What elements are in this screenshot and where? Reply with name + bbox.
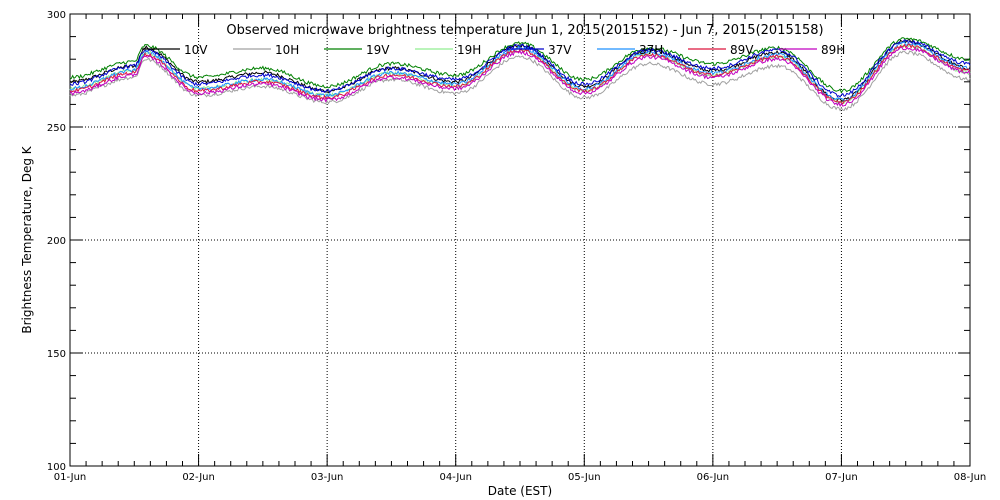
y-tick-label: 100	[47, 462, 66, 473]
legend-label-19v: 19V	[366, 43, 390, 57]
axis-ticks: 100 150 200 250 300 01-Jun 02-Jun 03-Jun 04-Jun 0…	[47, 10, 986, 483]
series-lines	[69, 37, 971, 112]
y-tick-label: 150	[47, 349, 66, 360]
x-tick-label: 03-Jun	[311, 472, 344, 483]
legend-label-89h: 89H	[821, 43, 845, 57]
y-tick-label: 300	[47, 10, 66, 21]
x-tick-label: 04-Jun	[439, 472, 472, 483]
series-line-37v	[69, 38, 971, 98]
legend-label-37h: 37H	[639, 43, 663, 57]
y-axis-label: Brightness Temperature, Deg K	[20, 145, 34, 333]
series-line-19v	[69, 37, 971, 94]
legend-label-10h: 10H	[275, 43, 299, 57]
chart-title: Observed microwave brightness temperatur…	[226, 23, 823, 38]
legend-label-19h: 19H	[457, 43, 481, 57]
series-line-89v	[70, 43, 971, 105]
legend-label-89v: 89V	[730, 43, 754, 57]
series-line-10h	[69, 50, 971, 112]
legend-label-10v: 10V	[184, 43, 208, 57]
legend-label-37v: 37V	[548, 43, 572, 57]
x-axis-label: Date (EST)	[488, 484, 552, 498]
x-tick-label: 05-Jun	[568, 472, 601, 483]
x-tick-label: 08-Jun	[954, 472, 987, 483]
y-tick-label: 250	[47, 123, 66, 134]
legend: 10V 10H 19V 19H 37V 37H 89V 89H	[142, 43, 845, 57]
x-tick-label: 01-Jun	[54, 472, 87, 483]
x-tick-label: 07-Jun	[825, 472, 858, 483]
x-tick-label: 02-Jun	[182, 472, 215, 483]
grid-lines	[70, 14, 970, 466]
series-line-89h	[69, 46, 971, 108]
x-tick-label: 06-Jun	[697, 472, 730, 483]
y-tick-label: 200	[47, 236, 66, 247]
